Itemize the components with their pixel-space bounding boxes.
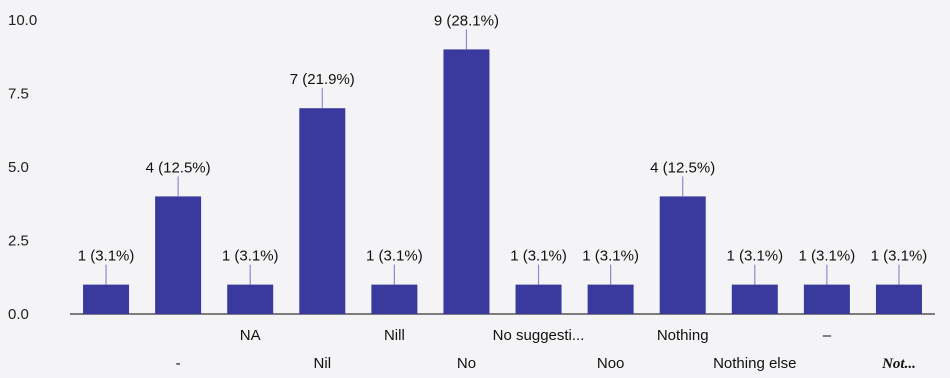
bar <box>731 284 778 314</box>
bar <box>227 284 274 314</box>
data-label: 1 (3.1%) <box>366 248 423 265</box>
data-label: 1 (3.1%) <box>582 248 639 265</box>
data-label: 1 (3.1%) <box>222 248 279 265</box>
bar <box>443 49 490 315</box>
category-label: Not... <box>881 356 916 372</box>
data-label: 9 (28.1%) <box>434 12 499 29</box>
data-label: 1 (3.1%) <box>78 248 135 265</box>
bar <box>875 284 922 314</box>
y-tick-label: 2.5 <box>8 233 29 250</box>
data-label: 4 (12.5%) <box>146 159 211 176</box>
y-tick-label: 0.0 <box>8 306 29 323</box>
bar <box>587 284 634 314</box>
bar <box>299 108 346 314</box>
bar <box>155 196 202 314</box>
y-tick-label: 10.0 <box>8 12 37 29</box>
category-label: No suggesti... <box>493 327 585 344</box>
category-label: No <box>457 355 476 372</box>
data-label: 1 (3.1%) <box>799 248 856 265</box>
y-tick-label: 7.5 <box>8 86 29 103</box>
bar <box>659 196 706 314</box>
data-label: 1 (3.1%) <box>871 248 928 265</box>
data-label: 1 (3.1%) <box>726 248 783 265</box>
y-tick-label: 5.0 <box>8 159 29 176</box>
category-label: Nil <box>314 355 332 372</box>
category-label: Nothing else <box>713 355 796 372</box>
data-label: 1 (3.1%) <box>510 248 567 265</box>
category-label: – <box>823 327 832 344</box>
bar <box>515 284 562 314</box>
data-label: 4 (12.5%) <box>650 159 715 176</box>
bar <box>83 284 130 314</box>
category-label: Nill <box>384 327 405 344</box>
data-label: 7 (21.9%) <box>290 71 355 88</box>
category-label: Noo <box>597 355 625 372</box>
category-label: - <box>176 355 181 372</box>
bar <box>803 284 850 314</box>
bar <box>371 284 418 314</box>
category-label: Nothing <box>657 327 709 344</box>
category-label: NA <box>240 327 261 344</box>
